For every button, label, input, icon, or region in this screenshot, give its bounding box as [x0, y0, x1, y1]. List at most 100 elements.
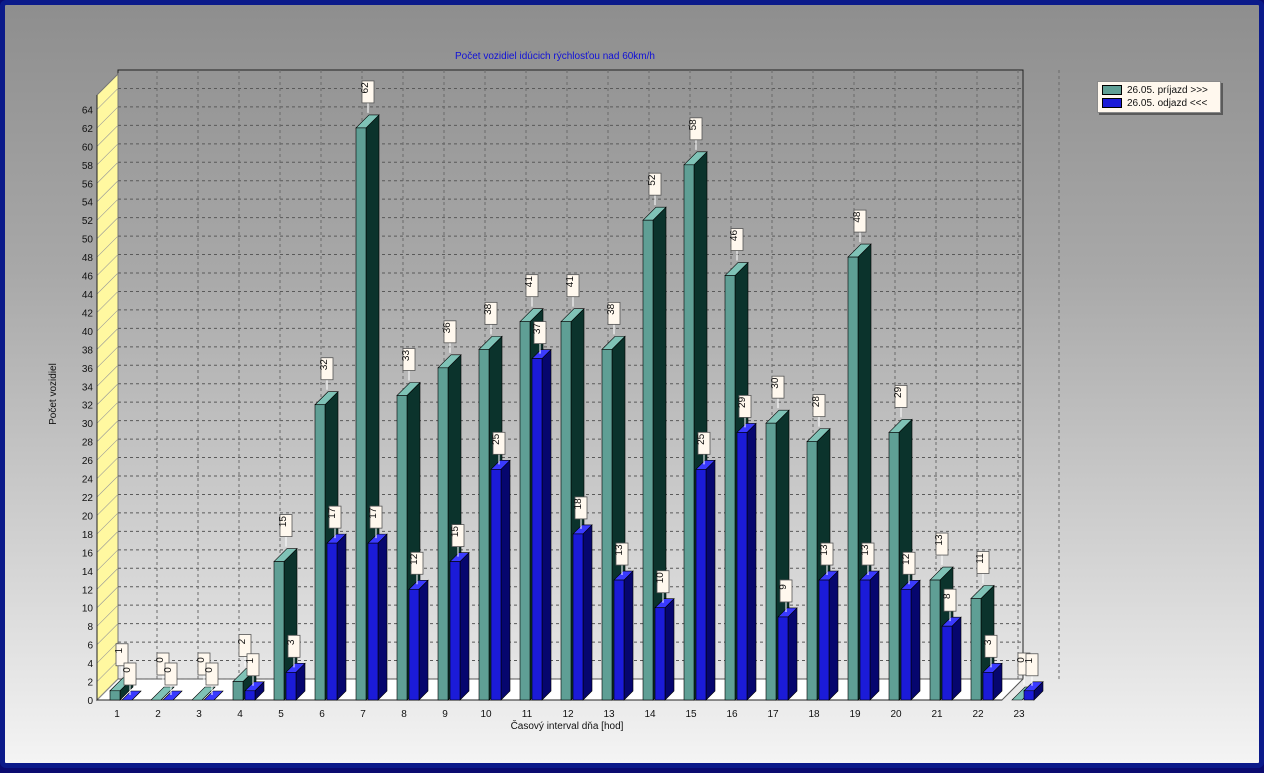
data-label-box	[484, 301, 498, 325]
chart-title: Počet vozidiel idúcich rýchlosťou nad 60…	[455, 51, 655, 62]
data-label-box	[615, 542, 629, 566]
data-label-odjazd: 13	[819, 544, 830, 556]
bar-odjazd	[572, 524, 593, 701]
y-tick-label: 16	[82, 548, 94, 559]
x-tick-label: 16	[726, 709, 738, 720]
y-tick-label: 38	[82, 345, 94, 356]
data-label-odjazd: 8	[942, 593, 953, 599]
data-label-box	[533, 321, 547, 344]
y-tick-label: 40	[82, 327, 94, 338]
bar-odjazd	[818, 570, 839, 701]
data-label-box	[205, 662, 219, 686]
data-label-prijazd: 36	[442, 322, 453, 334]
bar-odjazd	[859, 570, 880, 701]
data-label-prijazd: 30	[770, 377, 781, 389]
bar-odjazd	[408, 579, 429, 701]
y-tick-label: 26	[82, 456, 94, 467]
data-label-odjazd: 1	[245, 658, 256, 664]
data-label-box	[320, 357, 334, 381]
data-label-box	[656, 570, 670, 594]
bar-odjazd	[121, 690, 142, 701]
y-tick-label: 42	[82, 308, 94, 319]
data-label-prijazd: 1	[114, 648, 125, 654]
gridline-side	[96, 641, 119, 664]
bar-odjazd	[900, 579, 921, 701]
y-tick-label: 52	[82, 216, 94, 227]
data-label-odjazd: 3	[983, 639, 994, 645]
y-tick-label: 8	[87, 622, 93, 633]
data-label-prijazd: 38	[606, 303, 617, 315]
data-label-prijazd: 33	[401, 350, 412, 362]
gridline-side	[96, 475, 119, 498]
legend-swatch-odjazd	[1102, 98, 1122, 109]
data-label-prijazd: 52	[647, 174, 658, 186]
y-tick-label: 44	[82, 290, 94, 301]
data-label-box	[402, 348, 416, 371]
x-tick-label: 14	[644, 709, 656, 720]
data-label-odjazd: 1	[1024, 658, 1035, 664]
data-label-box	[943, 588, 957, 612]
data-label-box	[123, 662, 137, 686]
gridline-side	[96, 660, 119, 682]
data-label-box	[328, 505, 342, 529]
data-label-prijazd: 15	[278, 516, 289, 528]
y-tick-label: 58	[82, 161, 94, 172]
bar-odjazd	[285, 662, 306, 701]
y-tick-label: 64	[82, 105, 94, 116]
x-tick-label: 1	[114, 709, 120, 720]
data-label-odjazd: 18	[573, 498, 584, 510]
data-label-odjazd: 12	[409, 553, 420, 565]
gridline-side	[96, 678, 119, 701]
data-label-prijazd: 58	[688, 119, 699, 131]
bar-odjazd	[941, 616, 962, 701]
x-tick-label: 3	[196, 709, 202, 720]
gridline-side	[96, 125, 119, 147]
y-tick-label: 60	[82, 142, 94, 153]
data-label-prijazd: 32	[319, 359, 330, 371]
gridline-side	[96, 235, 119, 258]
x-tick-label: 15	[685, 709, 697, 720]
data-label-box	[820, 542, 834, 566]
x-axis-title: Časový interval dňa [hod]	[510, 721, 624, 732]
data-label-prijazd: 41	[565, 276, 576, 288]
data-label-box	[607, 301, 621, 325]
y-tick-label: 10	[82, 604, 94, 615]
data-label-odjazd: 15	[450, 526, 461, 538]
y-tick-label: 34	[82, 382, 94, 393]
y-tick-label: 20	[82, 511, 94, 522]
data-label-box	[164, 662, 178, 686]
data-label-odjazd: 17	[327, 507, 338, 519]
x-tick-label: 20	[890, 709, 902, 720]
data-label-box	[115, 643, 129, 667]
data-label-odjazd: 0	[204, 667, 215, 673]
x-tick-label: 23	[1013, 709, 1025, 720]
x-tick-label: 17	[767, 709, 779, 720]
data-label-odjazd: 25	[491, 433, 502, 445]
gridline-side	[96, 365, 119, 387]
data-label-box	[894, 385, 908, 408]
data-label-box	[246, 653, 260, 677]
data-label-odjazd: 13	[860, 544, 871, 556]
data-label-odjazd: 12	[901, 553, 912, 565]
bar-odjazd	[777, 607, 798, 701]
bar-odjazd	[982, 662, 1003, 701]
x-tick-label: 10	[480, 709, 492, 720]
bar-odjazd	[449, 551, 470, 701]
gridline-side	[96, 88, 119, 110]
data-label-prijazd: 2	[237, 638, 248, 644]
y-tick-label: 32	[82, 401, 94, 412]
y-tick-label: 2	[87, 678, 93, 689]
bar-odjazd	[1023, 681, 1044, 701]
data-label-box	[935, 532, 949, 556]
data-label-odjazd: 29	[737, 396, 748, 408]
gridline-side	[96, 438, 119, 461]
gridline-side	[96, 254, 119, 276]
y-tick-label: 50	[82, 235, 94, 246]
gridline-side	[96, 401, 119, 424]
y-tick-label: 62	[82, 124, 94, 135]
data-label-prijazd: 0	[196, 657, 207, 663]
gridline-side	[96, 494, 119, 516]
y-tick-label: 14	[82, 567, 94, 578]
y-tick-label: 28	[82, 438, 94, 449]
